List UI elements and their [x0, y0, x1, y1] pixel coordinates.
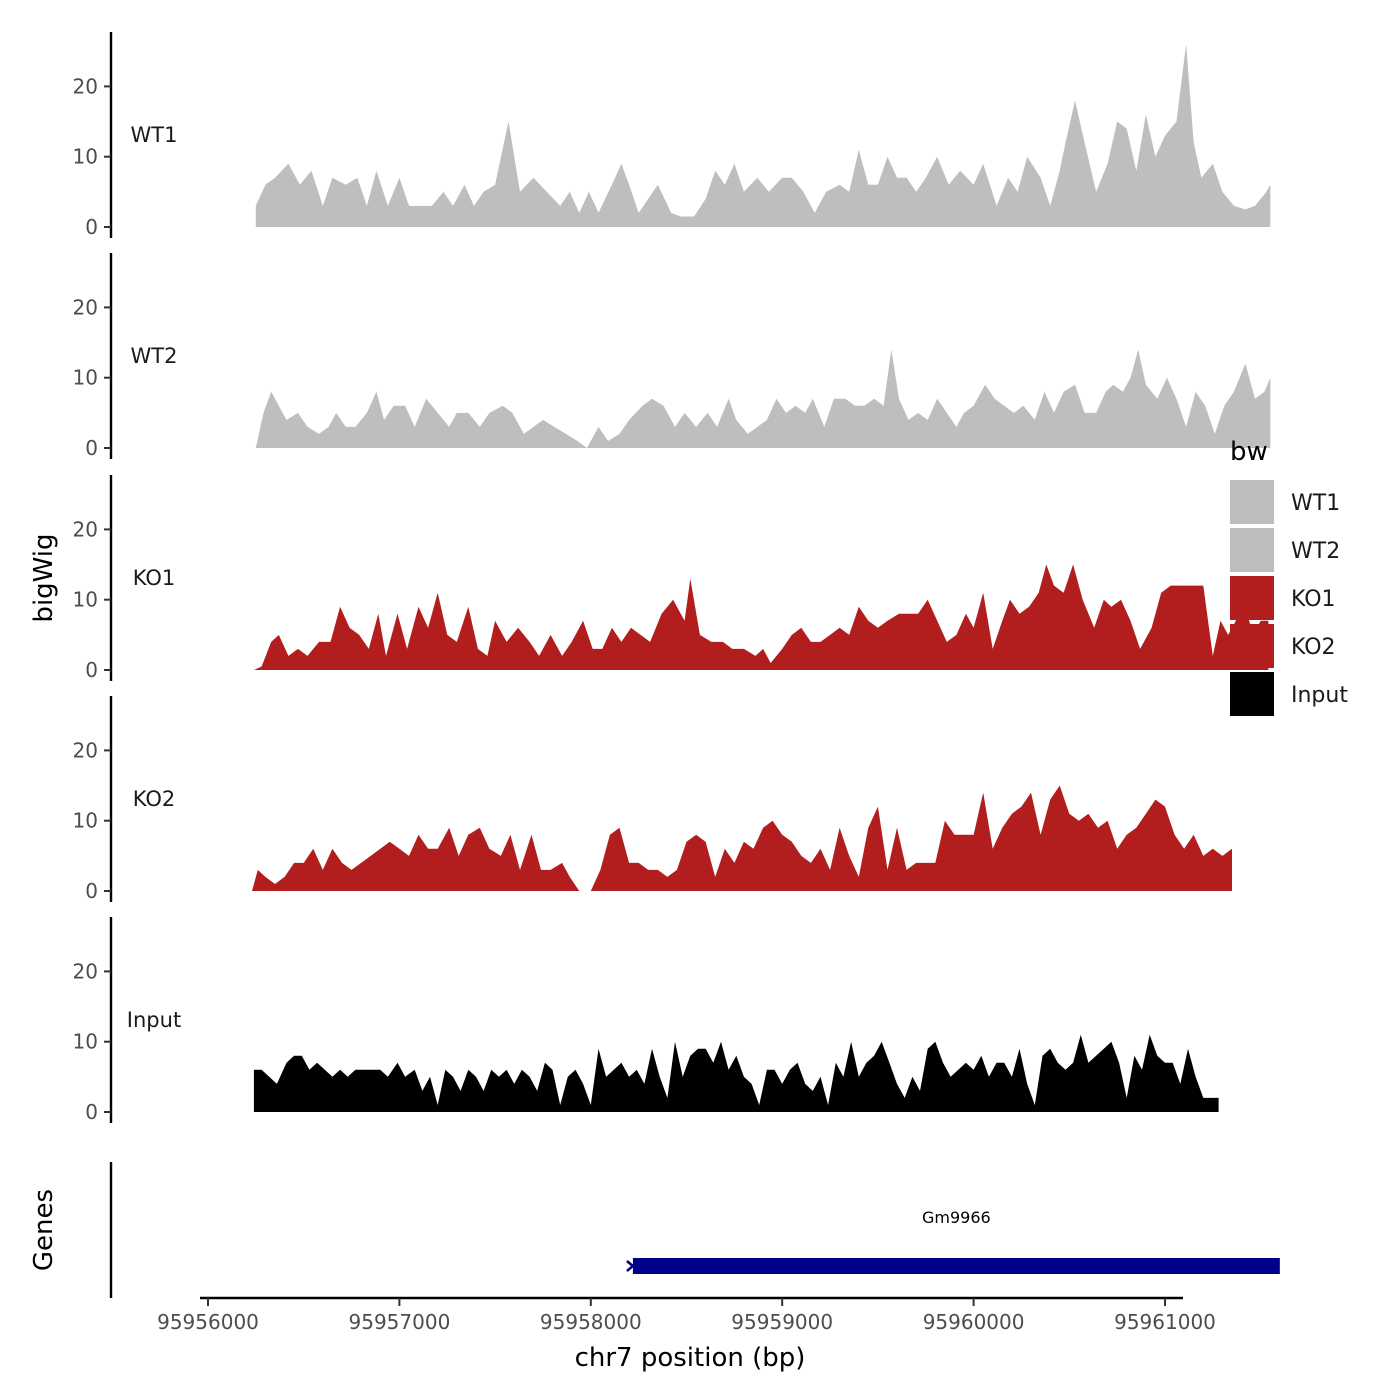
legend-items: WT1 WT2 KO1 KO2 Input [1230, 480, 1348, 716]
area-ko2 [252, 785, 1232, 891]
legend-label: WT2 [1291, 539, 1340, 564]
legend-item-wt2: WT2 [1230, 528, 1340, 572]
x-axis-ticks: 95956000 95957000 95958000 95959000 95960000… [157, 1298, 1216, 1334]
track-label-ko2: KO2 [133, 787, 176, 811]
gene-gm9966 [632, 1258, 1280, 1274]
track-ko1: 0 10 20 KO1 [73, 475, 1269, 682]
track-input: 0 10 20 Input [73, 917, 1219, 1124]
y-tick-label: 20 [73, 517, 98, 541]
y-tick-label: 0 [85, 436, 98, 460]
x-tick-label: 95961000 [1114, 1310, 1216, 1334]
x-axis-title: chr7 position (bp) [575, 1343, 806, 1373]
y-tick-label: 0 [85, 1100, 98, 1124]
track-label-wt1: WT1 [131, 123, 178, 147]
legend-swatch [1230, 480, 1274, 524]
legend-item-ko2: KO2 [1230, 624, 1336, 668]
legend-label: Input [1291, 683, 1348, 708]
y-tick-label: 10 [73, 1030, 98, 1054]
y-tick-label: 10 [73, 366, 98, 390]
gene-label: Gm9966 [922, 1208, 991, 1227]
y-tick-label: 0 [85, 879, 98, 903]
y-tick-label: 0 [85, 215, 98, 239]
y-tick-label: 10 [73, 809, 98, 833]
track-wt2: 0 10 20 WT2 [73, 253, 1271, 460]
x-tick-label: 95959000 [731, 1310, 833, 1334]
track-wt1: 0 10 20 WT1 [73, 32, 1271, 239]
track-label-input: Input [127, 1008, 181, 1032]
legend-title: bw [1230, 437, 1268, 467]
y-tick-label: 20 [73, 959, 98, 983]
legend-label: KO1 [1291, 587, 1336, 612]
legend-item-wt1: WT1 [1230, 480, 1340, 524]
genes-panel: Gm9966 95956000 95957000 95958000 95959000 9… [109, 1162, 1280, 1334]
y-axis-title: bigWig [29, 533, 59, 622]
y-tick-label: 10 [73, 145, 98, 169]
track-panels: 0 10 20 WT1 0 10 20 WT2 0 10 20 KO1 0 10 20 KO2 0 10 20 Inp… [73, 32, 1271, 1124]
legend-label: WT1 [1291, 491, 1340, 516]
legend-swatch [1230, 576, 1274, 620]
legend-swatch [1230, 624, 1274, 668]
y-tick-label: 10 [73, 588, 98, 612]
area-ko1 [253, 564, 1269, 670]
legend-item-ko1: KO1 [1230, 576, 1336, 620]
legend-item-input: Input [1230, 672, 1348, 716]
track-label-wt2: WT2 [131, 344, 178, 368]
y-tick-label: 20 [73, 738, 98, 762]
legend-swatch [1230, 672, 1274, 716]
x-tick-label: 95958000 [540, 1310, 642, 1334]
legend-swatch [1230, 528, 1274, 572]
y-tick-label: 0 [85, 658, 98, 682]
area-input [253, 1034, 1219, 1112]
track-ko2: 0 10 20 KO2 [73, 696, 1232, 903]
x-tick-label: 95956000 [157, 1310, 259, 1334]
area-wt2 [255, 349, 1271, 448]
legend-label: KO2 [1291, 635, 1336, 660]
area-wt1 [255, 44, 1271, 228]
legend: bw WT1 WT2 KO1 KO2 Input [1230, 437, 1348, 716]
genes-axis-title: Genes [29, 1189, 59, 1271]
y-tick-label: 20 [73, 295, 98, 319]
gene-marks: Gm9966 [626, 1208, 1280, 1274]
x-tick-label: 95957000 [349, 1310, 451, 1334]
x-tick-label: 95960000 [923, 1310, 1025, 1334]
y-tick-label: 20 [73, 74, 98, 98]
gene-strand-marker [626, 1260, 635, 1272]
track-label-ko1: KO1 [133, 566, 176, 590]
